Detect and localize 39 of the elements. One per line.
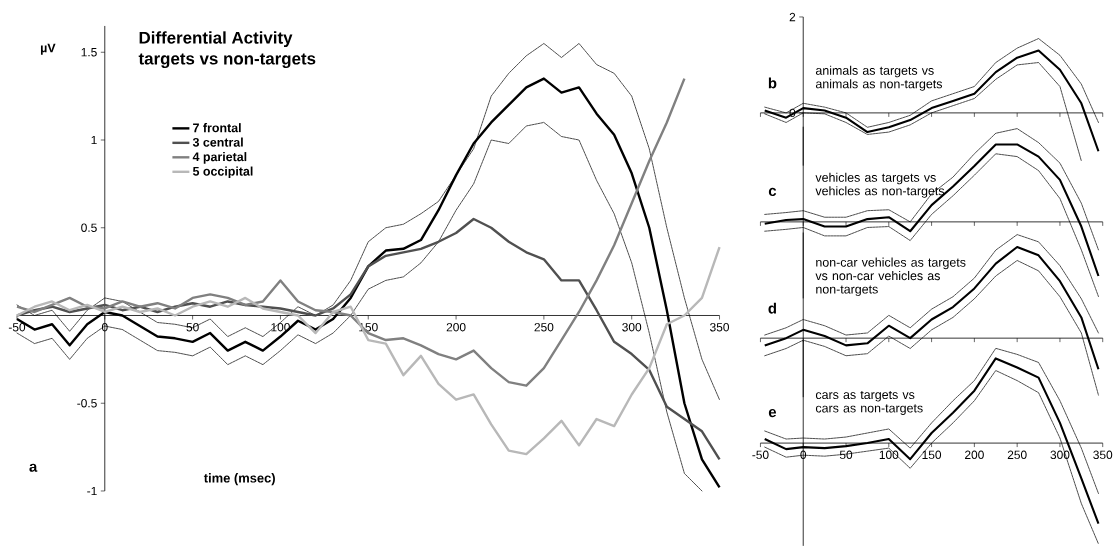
x-tick-label: 250 <box>534 323 554 332</box>
legend-label: 4 parietal <box>192 152 247 164</box>
legend-label: 5 occipital <box>192 166 253 179</box>
x-tick-label: 200 <box>446 323 466 332</box>
annotation: d <box>768 302 776 314</box>
annotation: c <box>768 187 777 197</box>
annotation: b <box>768 77 777 89</box>
x-tick-label: -50 <box>752 450 769 460</box>
x-tick-label: 300 <box>622 323 642 332</box>
x-tick-label: 350 <box>1093 450 1113 460</box>
annotation: vehicles as targets vs vehicles as non-targets <box>815 172 945 198</box>
annotation: e <box>768 409 777 418</box>
annotation: a <box>29 463 38 472</box>
y-tick-label: -0.5 <box>77 399 97 408</box>
x-axis-title: time (msec) <box>203 473 275 486</box>
x-tick-label: 100 <box>879 450 899 460</box>
chart-title: Differential Activity <box>139 31 293 48</box>
x-tick-label: 50 <box>839 450 853 460</box>
x-tick-label: 350 <box>710 323 730 332</box>
x-tick-label: 200 <box>965 450 984 460</box>
x-tick-label: -50 <box>8 323 26 332</box>
legend-label: 7 frontal <box>193 123 241 133</box>
y-tick-label: 2 <box>789 12 796 22</box>
x-tick-label: 250 <box>1007 450 1027 460</box>
annotation: animals as targets vs animals as non-targets <box>815 65 943 91</box>
y-axis-title: µV <box>40 43 56 55</box>
y-tick-label: 1 <box>91 135 97 145</box>
y-tick-label: 1.5 <box>81 48 97 57</box>
x-tick-label: 0 <box>800 450 807 460</box>
annotation: cars as targets vs cars as non-targets <box>815 390 923 415</box>
legend-label: 3 central <box>192 137 243 147</box>
x-tick-label: 300 <box>1050 450 1070 460</box>
y-tick-label: 0.5 <box>81 223 97 233</box>
text: targets vs non-targets <box>138 53 316 69</box>
y-tick-label: -1 <box>87 486 97 496</box>
x-tick-label: 0 <box>101 323 108 332</box>
annotation: non-car vehicles as targets vs non-car vehicles as non-targets <box>815 257 966 297</box>
x-tick-label: 50 <box>186 323 199 332</box>
x-tick-label: 150 <box>922 450 942 460</box>
